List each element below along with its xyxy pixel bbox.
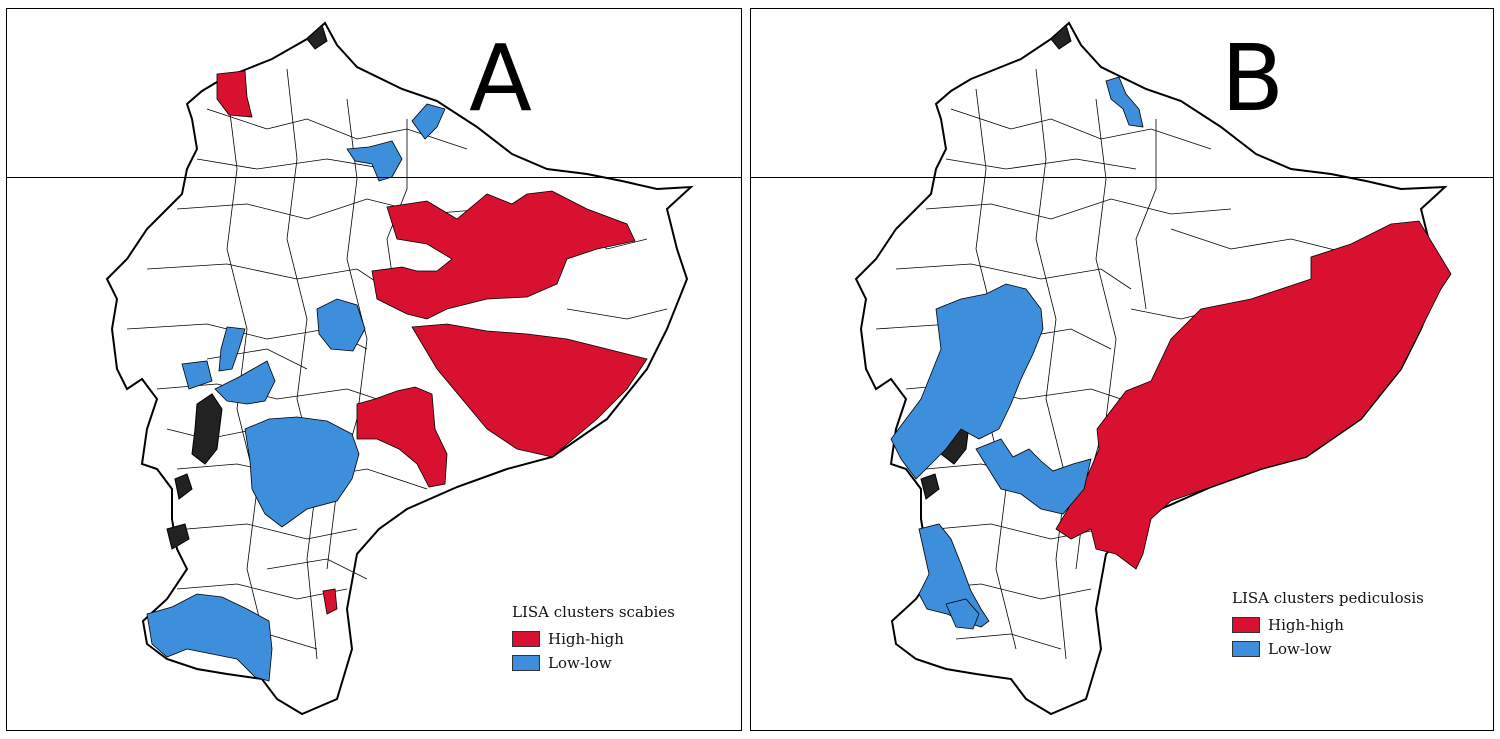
legend-a: LISA clusters scabies High-high Low-low bbox=[512, 603, 675, 675]
swatch-high-high bbox=[512, 631, 540, 647]
map-ecuador-scabies bbox=[105, 21, 694, 716]
country-outline bbox=[854, 21, 1448, 716]
map-panel-a: A LISA clusters scabies High-high Low-lo… bbox=[6, 8, 742, 731]
map-panel-b: B LISA clusters pediculosis High-high Lo… bbox=[750, 8, 1494, 731]
legend-b: LISA clusters pediculosis High-high Low-… bbox=[1232, 589, 1424, 661]
legend-item-low-low: Low-low bbox=[1232, 637, 1424, 661]
horizontal-rule bbox=[7, 177, 741, 178]
high-high-clusters bbox=[216, 70, 648, 615]
horizontal-rule bbox=[751, 177, 1493, 178]
legend-title: LISA clusters scabies bbox=[512, 603, 675, 621]
swatch-low-low bbox=[1232, 641, 1260, 657]
panel-letter-b: B bbox=[1221, 25, 1285, 132]
legend-item-high-high: High-high bbox=[512, 627, 675, 651]
legend-title: LISA clusters pediculosis bbox=[1232, 589, 1424, 607]
high-high-clusters bbox=[1055, 220, 1452, 570]
low-low-clusters bbox=[890, 76, 1144, 630]
legend-label: Low-low bbox=[548, 654, 612, 672]
panel-letter-a: A bbox=[469, 25, 532, 132]
map-ecuador-pediculosis bbox=[854, 21, 1452, 716]
legend-label: Low-low bbox=[1268, 640, 1332, 658]
coastal-islands bbox=[166, 24, 328, 550]
swatch-high-high bbox=[1232, 617, 1260, 633]
legend-label: High-high bbox=[548, 630, 624, 648]
low-low-clusters bbox=[146, 103, 446, 682]
swatch-low-low bbox=[512, 655, 540, 671]
legend-label: High-high bbox=[1268, 616, 1344, 634]
legend-item-high-high: High-high bbox=[1232, 613, 1424, 637]
legend-item-low-low: Low-low bbox=[512, 651, 675, 675]
